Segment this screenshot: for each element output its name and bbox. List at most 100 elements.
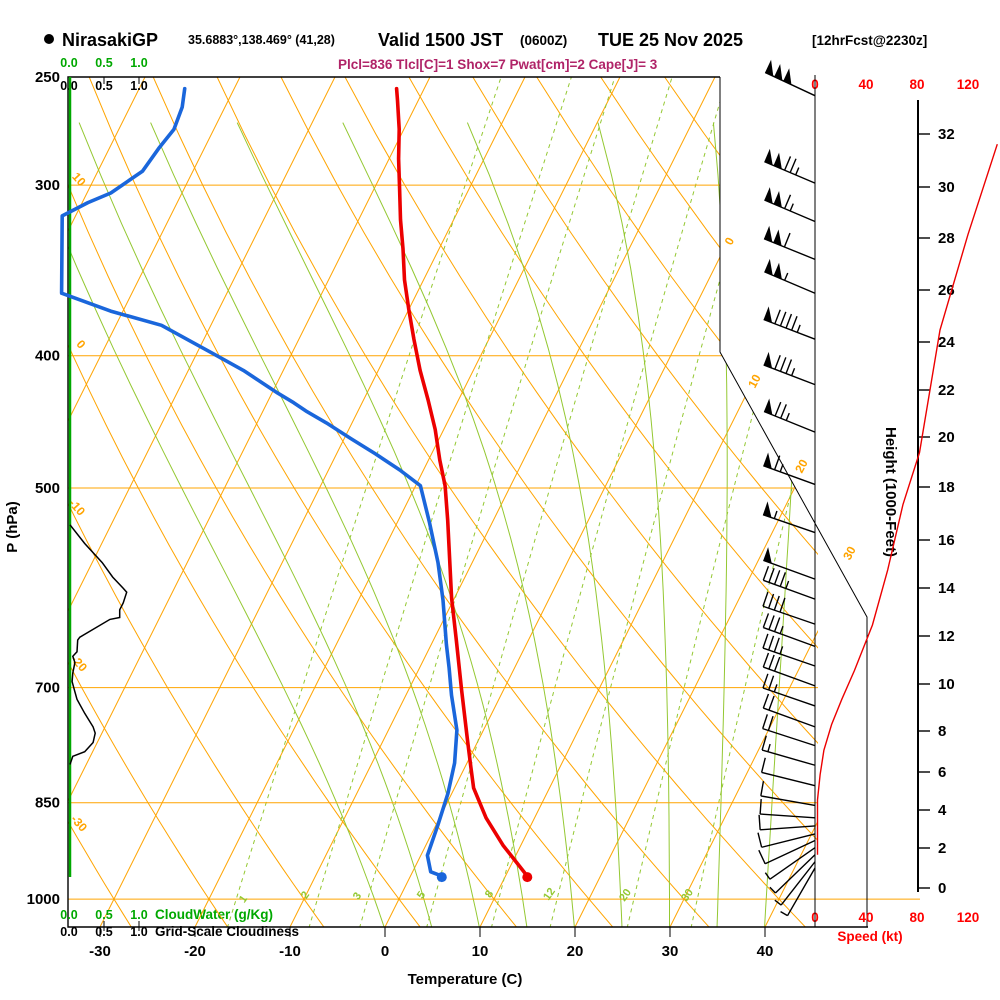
mixing-ratio-line xyxy=(626,77,818,927)
wind-barb xyxy=(762,591,816,625)
valid-time: Valid 1500 JST xyxy=(378,30,503,50)
dewpoint-surface-dot xyxy=(436,872,447,883)
height-tick-label: 20 xyxy=(938,429,955,446)
mixing-ratio-line xyxy=(690,77,818,927)
temperature-tick-label: -10 xyxy=(279,943,301,960)
cloud-scale-top-green: 0.5 xyxy=(95,56,112,70)
wind-barb xyxy=(758,814,816,831)
cloudiness-profile-line xyxy=(69,524,128,765)
wind-barb xyxy=(760,781,816,807)
mixing-ratio-line xyxy=(359,77,616,927)
pressure-tick-label: 300 xyxy=(35,177,60,194)
wind-barb xyxy=(763,225,816,260)
wind-barb xyxy=(762,633,816,667)
dewpoint-profile-line xyxy=(59,86,459,878)
mixing-ratio-line xyxy=(490,77,728,927)
sounding-profiles xyxy=(59,86,533,883)
speed-tick-label-top: 80 xyxy=(909,77,924,92)
wind-barb xyxy=(758,839,816,865)
dry-adiabat-line xyxy=(216,77,807,927)
grid-line-label: 2 xyxy=(299,889,312,901)
height-tick-label: 16 xyxy=(938,532,955,549)
isotherm-line xyxy=(68,77,241,927)
isotherm-line xyxy=(194,77,621,927)
valid-date: TUE 25 Nov 2025 xyxy=(598,30,743,50)
pressure-tick-label: 250 xyxy=(35,69,60,86)
temperature-tick-label: -20 xyxy=(184,943,206,960)
moist-adiabat-line xyxy=(466,122,623,927)
dry-adiabat-line xyxy=(68,77,518,927)
isotherm-line xyxy=(384,77,811,927)
speed-tick-label-bottom: 40 xyxy=(858,910,873,925)
pressure-tick-label: 1000 xyxy=(27,891,60,908)
height-tick-label: 24 xyxy=(938,334,955,351)
speed-tick-label-bottom: 120 xyxy=(957,910,980,925)
temperature-surface-dot xyxy=(522,872,533,883)
temperature-profile-line xyxy=(394,86,530,878)
cloud-scale-bottom-black: 1.0 xyxy=(130,925,147,939)
temperature-tick-label: 20 xyxy=(567,943,584,960)
moist-adiabat-line xyxy=(342,122,575,927)
isotherm-line xyxy=(574,77,818,927)
isotherm-line xyxy=(68,77,336,927)
dry-adiabat-line xyxy=(152,77,711,927)
cloud-scale-top-green: 1.0 xyxy=(130,56,147,70)
grid-line-label: 10 xyxy=(69,170,89,190)
mixing-ratio-line xyxy=(308,77,572,927)
moist-adiabat-line xyxy=(150,122,480,927)
valid-time-z: (0600Z) xyxy=(520,33,567,48)
wind-barb xyxy=(762,693,816,728)
moist-adiabat-line xyxy=(78,122,433,927)
cloud-scale-bottom-green: 0.0 xyxy=(60,908,77,922)
isotherm-line xyxy=(669,77,818,927)
dry-adiabat-line xyxy=(472,77,818,927)
height-tick-label: 0 xyxy=(938,880,946,897)
legend-cloudiness: Grid-Scale Cloudiness xyxy=(155,924,299,939)
height-tick-label: 22 xyxy=(938,382,955,399)
dry-adiabat-line xyxy=(536,77,818,927)
wind-barb xyxy=(763,452,816,486)
wind-barb xyxy=(763,306,816,340)
temperature-tick-label: 30 xyxy=(662,943,679,960)
dry-adiabat-line xyxy=(68,77,326,927)
height-tick-label: 10 xyxy=(938,676,955,693)
grid-line-label: -30 xyxy=(68,812,90,834)
grid-line-label: 20 xyxy=(617,887,634,904)
grid-line-label: 0 xyxy=(722,235,738,248)
mixing-ratio-line xyxy=(549,77,778,927)
cloud-scale-bottom-green: 0.5 xyxy=(95,908,112,922)
wind-barb xyxy=(764,59,816,97)
dry-adiabat-line xyxy=(280,77,818,927)
speed-axis-title: Speed (kt) xyxy=(837,929,902,944)
wind-barb xyxy=(763,351,816,386)
wind-barb xyxy=(759,799,816,819)
height-axis-title: Height (1000-Feet) xyxy=(882,427,899,557)
legend-cloudwater: CloudWater (g/Kg) xyxy=(155,907,273,922)
temperature-tick-label: 40 xyxy=(757,943,774,960)
pressure-tick-label: 850 xyxy=(35,795,60,812)
mixing-ratio-line xyxy=(226,77,502,927)
grid-line-label: 30 xyxy=(679,887,696,904)
temperature-tick-label: 0 xyxy=(381,943,389,960)
pressure-axis-title: P (hPa) xyxy=(4,501,21,552)
wind-barb xyxy=(762,613,816,648)
grid-line-label: 1 xyxy=(237,893,250,905)
wind-barb xyxy=(762,501,816,534)
grid-line-label: 3 xyxy=(351,890,364,902)
wind-barb xyxy=(762,565,816,600)
cloud-scale-top-black: 0.5 xyxy=(95,79,112,93)
height-tick-label: 12 xyxy=(938,628,955,645)
temperature-tick-label: 10 xyxy=(472,943,489,960)
height-tick-label: 18 xyxy=(938,479,955,496)
cloud-scale-top-black: 1.0 xyxy=(130,79,147,93)
dry-adiabat-line xyxy=(68,77,229,927)
wind-barb xyxy=(764,258,816,294)
wind-barb xyxy=(762,652,816,687)
wind-barb xyxy=(762,714,816,747)
skewt-grid xyxy=(68,77,818,927)
station-coords: 35.6883°,138.469° (41,28) xyxy=(188,33,335,47)
